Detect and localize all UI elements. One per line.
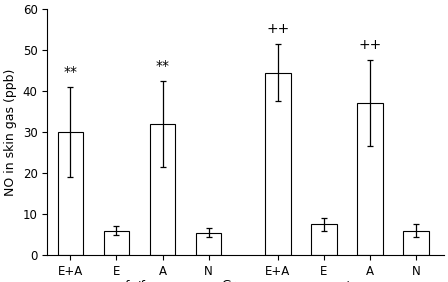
Text: **: ** bbox=[63, 65, 78, 79]
Bar bbox=[404, 230, 429, 255]
Bar bbox=[196, 233, 221, 255]
Text: +/+: +/+ bbox=[334, 279, 360, 282]
Bar bbox=[58, 132, 83, 255]
Text: ++: ++ bbox=[266, 22, 289, 36]
Y-axis label: NO in skin gas (ppb): NO in skin gas (ppb) bbox=[4, 69, 17, 196]
Bar bbox=[104, 230, 129, 255]
Text: fa/fa: fa/fa bbox=[125, 279, 154, 282]
Bar bbox=[265, 73, 291, 255]
Bar bbox=[311, 224, 336, 255]
Text: **: ** bbox=[155, 59, 170, 73]
Text: ++: ++ bbox=[358, 38, 382, 52]
Bar bbox=[150, 124, 175, 255]
Bar bbox=[358, 103, 383, 255]
Text: Groups: Groups bbox=[221, 279, 266, 282]
